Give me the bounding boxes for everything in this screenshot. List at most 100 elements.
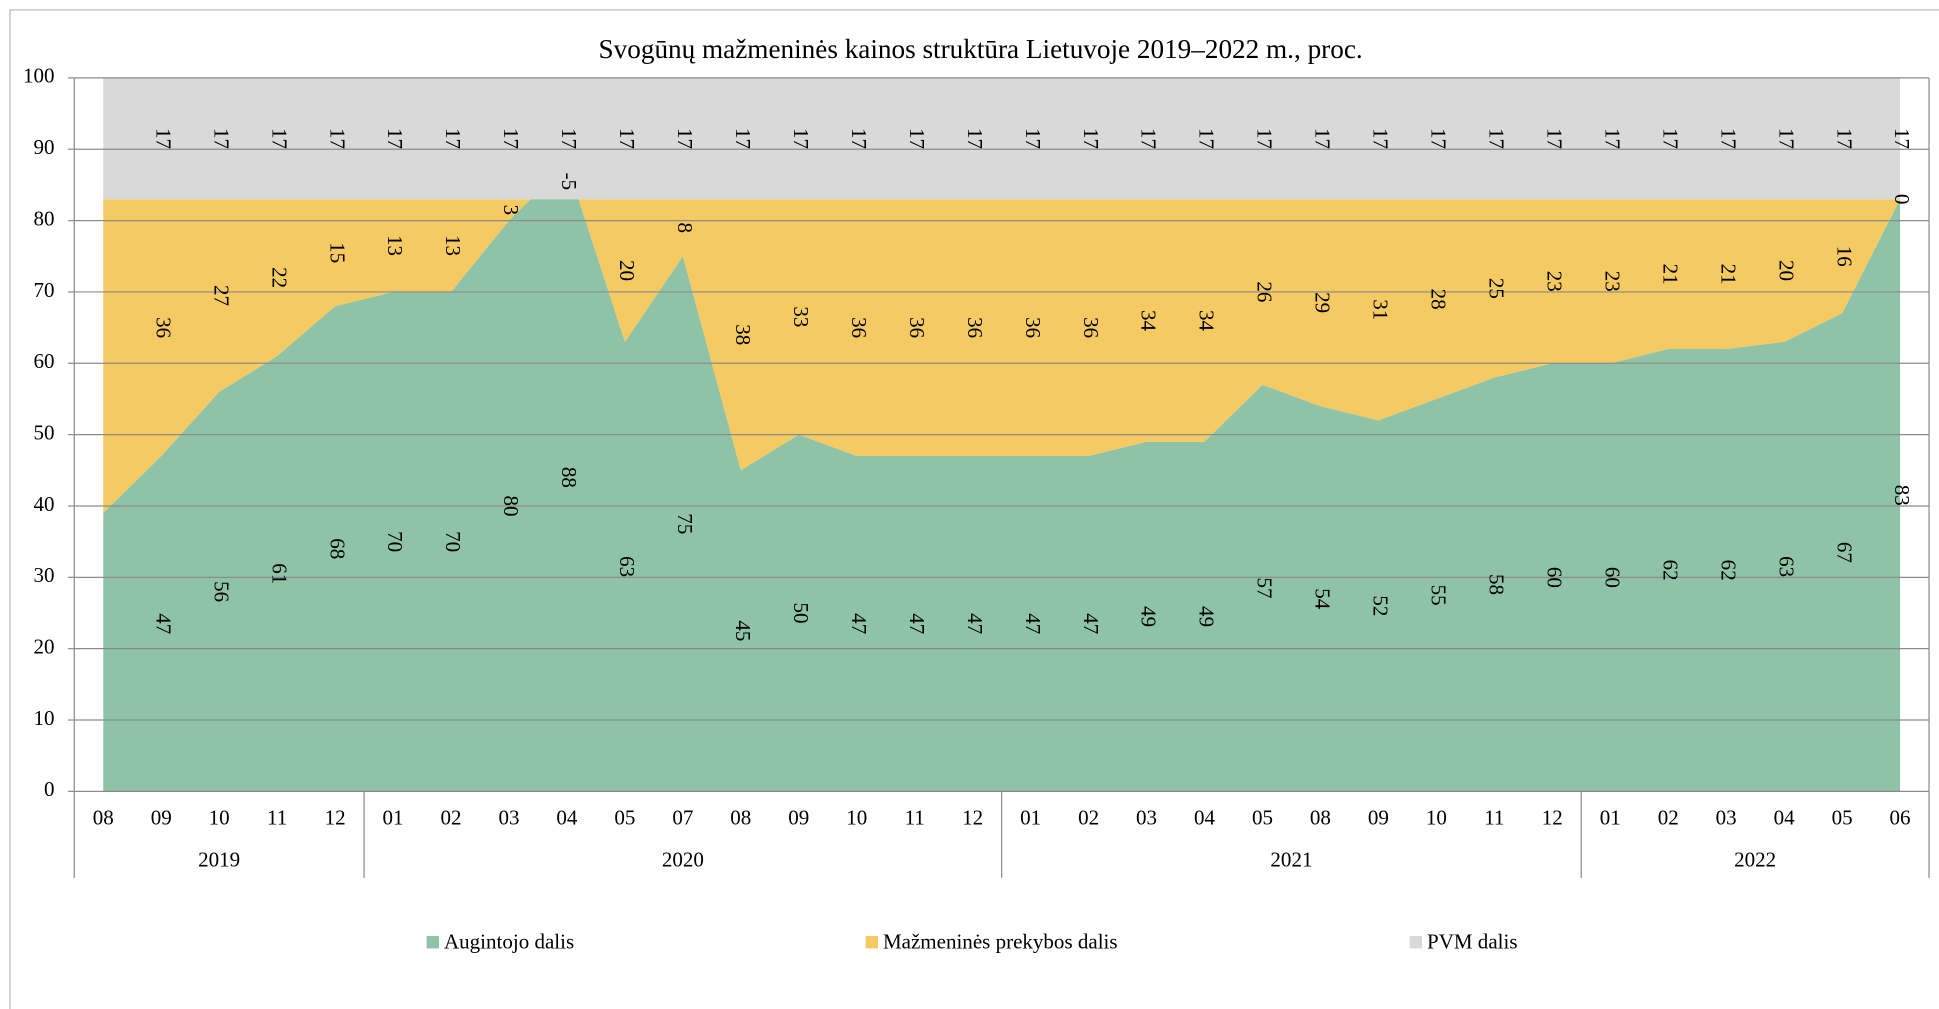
data-label: 22 [267,267,291,288]
data-label: 26 [1253,281,1277,302]
y-tick-label: 40 [33,492,54,516]
data-label: 45 [731,620,755,641]
y-tick-label: 50 [33,420,54,444]
y-tick-label: 90 [33,135,54,159]
data-label: 17 [209,128,233,149]
data-label: 17 [267,128,291,149]
legend-label: PVM dalis [1427,929,1518,953]
data-label: 17 [1079,128,1103,149]
data-label: 70 [441,531,465,552]
x-tick-label: 10 [209,806,230,830]
data-label: 17 [557,128,581,149]
data-label: 17 [1890,128,1914,149]
x-tick-label: 09 [1368,806,1389,830]
data-label: 36 [1079,317,1103,338]
data-label: 49 [1137,606,1161,627]
data-label: 60 [1600,567,1624,588]
y-tick-label: 80 [33,206,54,230]
x-tick-label: 05 [1252,806,1273,830]
data-label: 17 [325,128,349,149]
data-label: 25 [1484,278,1508,299]
y-tick-label: 100 [23,64,55,88]
data-label: 20 [615,260,639,281]
data-label: 21 [1658,264,1682,285]
legend-swatch [865,936,878,949]
data-label: 17 [151,128,175,149]
x-tick-label: 05 [614,806,635,830]
x-tick-label: 10 [1426,806,1447,830]
data-label: 29 [1311,292,1335,313]
data-label: 63 [615,556,639,577]
x-tick-label: 11 [267,806,287,830]
x-tick-label: 09 [151,806,172,830]
data-label: 17 [963,128,987,149]
data-label: 17 [615,128,639,149]
x-tick-label: 01 [1600,806,1621,830]
data-label: 17 [1716,128,1740,149]
data-label: 83 [1890,485,1914,506]
y-tick-label: 70 [33,278,54,302]
legend-swatch [426,936,440,949]
data-label: 17 [1832,128,1856,149]
data-label: 36 [963,317,987,338]
group-label: 2022 [1734,848,1776,872]
x-tick-label: 08 [93,806,114,830]
data-label: 17 [1542,128,1566,149]
x-tick-label: 05 [1832,806,1853,830]
x-tick-label: 02 [441,806,462,830]
x-tick-label: 01 [1020,806,1041,830]
data-label: 3 [499,205,523,216]
data-label: 17 [1021,128,1045,149]
x-tick-label: 12 [1542,806,1563,830]
y-tick-label: 30 [33,563,54,587]
x-tick-label: 09 [788,806,809,830]
data-label: 23 [1600,271,1624,292]
area [103,163,1901,792]
data-label: 17 [1600,128,1624,149]
data-label: 61 [267,563,291,584]
data-label: 75 [673,513,697,534]
data-label: 34 [1195,310,1219,332]
data-label: 36 [151,317,175,338]
y-tick-label: 60 [33,349,54,373]
grid [68,77,1930,878]
chart-border [9,9,1939,1009]
data-label: 23 [1542,271,1566,292]
data-label: 15 [325,242,349,263]
x-tick-label: 11 [905,806,925,830]
area [103,163,1901,514]
data-label: 17 [1137,128,1161,149]
x-tick-label: 02 [1658,806,1679,830]
data-label: 47 [963,613,987,634]
x-tick-label: 01 [383,806,404,830]
x-tick-label: 08 [730,806,751,830]
data-label: 17 [1427,128,1451,149]
data-label: 67 [1832,542,1856,563]
x-tick-label: 03 [498,806,519,830]
x-tick-label: 02 [1078,806,1099,830]
data-label: 36 [905,317,929,338]
data-label: 16 [1832,246,1856,267]
data-label: 21 [1716,264,1740,285]
x-tick-label: 07 [672,806,693,830]
y-tick-label: 20 [33,635,54,659]
areas [103,77,1901,792]
data-label: 17 [847,128,871,149]
data-label: 17 [441,128,465,149]
data-label: 17 [673,128,697,149]
legend-label: Augintojo dalis [444,929,574,953]
data-label: 60 [1542,567,1566,588]
group-label: 2020 [662,848,704,872]
data-label: 28 [1427,289,1451,310]
x-tick-label: 04 [1194,806,1216,830]
data-label: 80 [499,495,523,516]
data-label: 36 [847,317,871,338]
x-tick-label: 11 [1484,806,1504,830]
data-label: 17 [1311,128,1335,149]
chart-title: Svogūnų mažmeninės kainos struktūra Liet… [599,34,1363,64]
x-tick-label: 10 [846,806,867,830]
data-label: 58 [1484,574,1508,595]
data-label: 47 [905,613,929,634]
